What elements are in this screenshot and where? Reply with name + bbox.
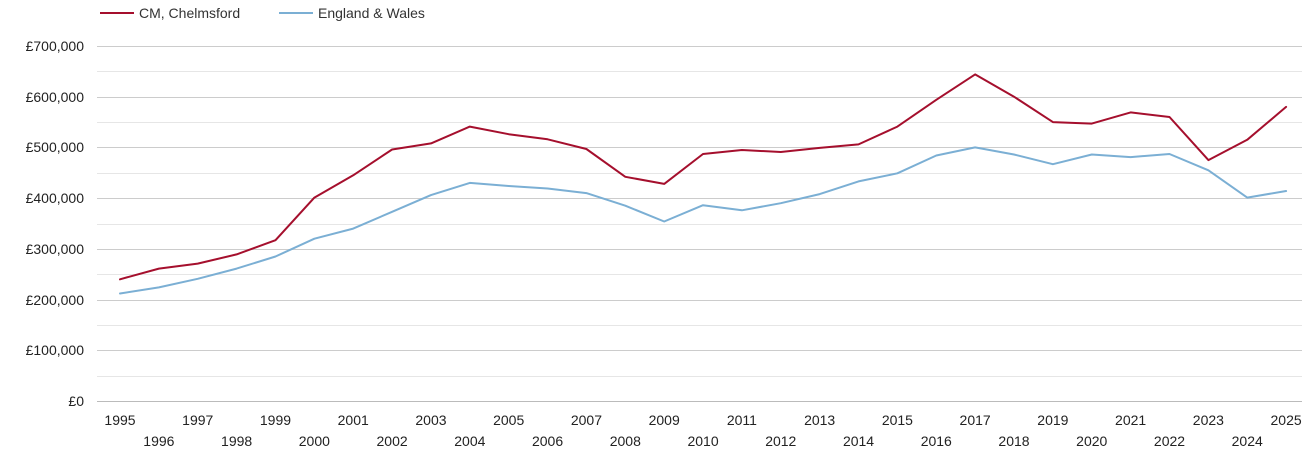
x-tick-label: 2023 xyxy=(1193,412,1224,428)
y-tick-label: £0 xyxy=(68,393,84,409)
series-lines xyxy=(119,73,1288,295)
x-tick-label: 1996 xyxy=(143,433,174,449)
series-line-0 xyxy=(119,73,1288,281)
x-tick-label: 2015 xyxy=(882,412,913,428)
y-tick-label: £600,000 xyxy=(26,89,85,105)
x-tick-label: 1999 xyxy=(260,412,291,428)
x-tick-label: 2021 xyxy=(1115,412,1146,428)
y-tick-label: £100,000 xyxy=(26,342,85,358)
x-tick-label: 1997 xyxy=(182,412,213,428)
y-tick-label: £700,000 xyxy=(26,38,85,54)
x-tick-label: 2018 xyxy=(998,433,1029,449)
x-tick-label: 1995 xyxy=(104,412,135,428)
legend-item-0: CM, Chelmsford xyxy=(100,5,240,21)
x-tick-label: 2003 xyxy=(415,412,446,428)
x-tick-label: 2012 xyxy=(765,433,796,449)
x-tick-label: 2004 xyxy=(454,433,485,449)
x-tick-label: 2017 xyxy=(960,412,991,428)
x-tick-label: 2009 xyxy=(649,412,680,428)
legend-label: CM, Chelmsford xyxy=(139,5,240,21)
x-tick-label: 2002 xyxy=(377,433,408,449)
x-tick-label: 2022 xyxy=(1154,433,1185,449)
x-tick-label: 2014 xyxy=(843,433,874,449)
x-tick-label: 2025 xyxy=(1271,412,1302,428)
legend-label: England & Wales xyxy=(318,5,425,21)
x-tick-label: 2013 xyxy=(804,412,835,428)
x-tick-label: 2006 xyxy=(532,433,563,449)
x-tick-label: 1998 xyxy=(221,433,252,449)
y-axis-ticks: £0 £100,000 £200,000 £300,000 £400,000 £500,0… xyxy=(26,38,85,409)
legend-item-1: England & Wales xyxy=(279,5,425,21)
x-tick-label: 2005 xyxy=(493,412,524,428)
x-tick-label: 2011 xyxy=(727,412,757,428)
y-tick-label: £200,000 xyxy=(26,292,85,308)
x-tick-label: 2008 xyxy=(610,433,641,449)
x-axis-ticks: 1995 1996 1997 1998 1999 2000 2001 2002 2003 2004… xyxy=(104,412,1301,449)
y-tick-label: £300,000 xyxy=(26,241,85,257)
x-tick-label: 2024 xyxy=(1232,433,1263,449)
grid-lines xyxy=(97,46,1302,402)
series-line-1 xyxy=(119,146,1288,295)
legend: CM, Chelmsford England & Wales xyxy=(100,5,425,21)
x-tick-label: 2007 xyxy=(571,412,602,428)
x-tick-label: 2010 xyxy=(687,433,718,449)
y-tick-label: £400,000 xyxy=(26,190,85,206)
x-tick-label: 2016 xyxy=(921,433,952,449)
y-tick-label: £500,000 xyxy=(26,139,85,155)
x-tick-label: 2019 xyxy=(1037,412,1068,428)
x-tick-label: 2020 xyxy=(1076,433,1107,449)
x-tick-label: 2001 xyxy=(338,412,369,428)
x-tick-label: 2000 xyxy=(299,433,330,449)
